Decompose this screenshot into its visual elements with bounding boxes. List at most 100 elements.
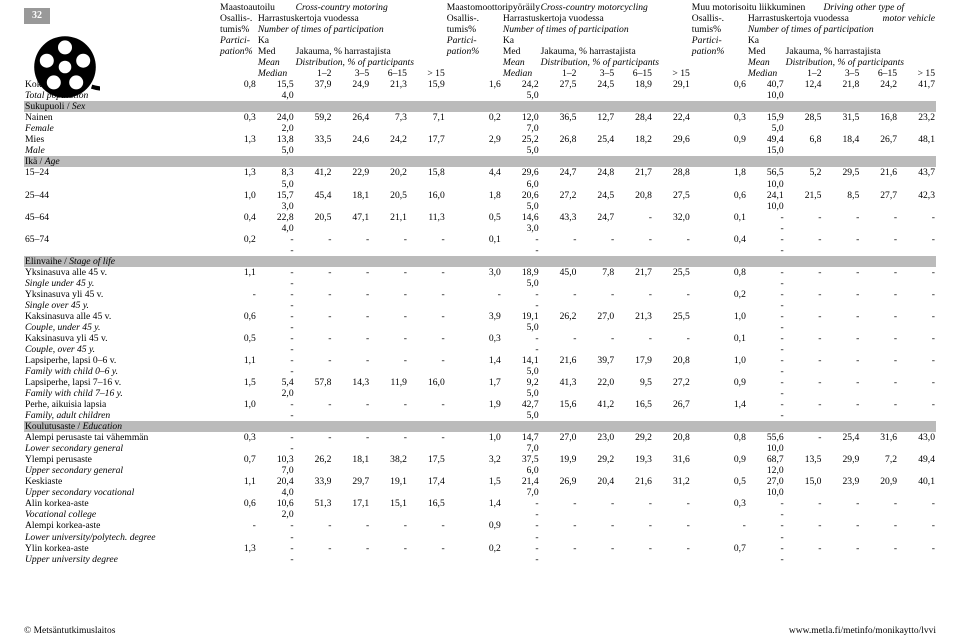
cell — [615, 201, 653, 212]
cell: - — [408, 267, 446, 278]
cell — [577, 201, 615, 212]
cell: 0,6 — [219, 498, 257, 509]
cell — [370, 366, 408, 377]
cell: 1,0 — [219, 399, 257, 410]
cell — [446, 223, 502, 234]
cell: - — [860, 399, 898, 410]
cell — [653, 410, 691, 421]
cell: - — [747, 509, 785, 520]
cell: - — [653, 498, 691, 509]
row-label-fi: Alempi perusaste tai vähemmän — [24, 432, 219, 443]
cell — [860, 179, 898, 190]
cell: - — [822, 212, 860, 223]
cell — [785, 443, 823, 454]
cell — [691, 145, 747, 156]
cell: - — [822, 311, 860, 322]
cell: 29,2 — [577, 454, 615, 465]
cell — [332, 223, 370, 234]
hdr-partici-1: Partici- — [219, 35, 257, 46]
cell: - — [332, 399, 370, 410]
cell: 10,6 — [257, 498, 295, 509]
cell — [653, 322, 691, 333]
cell: 18,2 — [615, 134, 653, 145]
cell: 1,1 — [219, 267, 257, 278]
cell: 0,3 — [219, 432, 257, 443]
cell: 33,9 — [295, 476, 333, 487]
cell: 16,0 — [408, 377, 446, 388]
cell: 14,7 — [502, 432, 540, 443]
cell: - — [295, 267, 333, 278]
cell: 31,6 — [860, 432, 898, 443]
cell: 20,8 — [615, 190, 653, 201]
cell — [691, 366, 747, 377]
cell — [446, 344, 502, 355]
cell — [219, 443, 257, 454]
cell: 7,3 — [370, 112, 408, 123]
footer-right: www.metla.fi/metinfo/monikaytto/lvvi — [789, 626, 936, 637]
cell: 1,7 — [446, 377, 502, 388]
cell: 29,6 — [653, 134, 691, 145]
cell: 41,2 — [577, 399, 615, 410]
cell: 21,3 — [370, 79, 408, 90]
cell: 24,0 — [257, 112, 295, 123]
cell: 21,7 — [615, 167, 653, 178]
cell: 47,1 — [332, 212, 370, 223]
cell — [332, 465, 370, 476]
cell: 0,8 — [691, 267, 747, 278]
cell: 49,4 — [898, 454, 936, 465]
cell — [295, 443, 333, 454]
hdr-harrast-2: Harrastuskertoja vuodessa — [502, 13, 691, 24]
hdr-b615-1: 6–15 — [370, 68, 408, 79]
cell: 40,7 — [747, 79, 785, 90]
cell — [785, 179, 823, 190]
cell — [370, 443, 408, 454]
cell: - — [747, 355, 785, 366]
cell — [822, 145, 860, 156]
cell — [332, 201, 370, 212]
cell: - — [860, 498, 898, 509]
cell: - — [370, 432, 408, 443]
cell: 36,5 — [540, 112, 578, 123]
cell: 5,0 — [502, 201, 540, 212]
hdr-harrast-1: Harrastuskertoja vuodessa — [257, 13, 446, 24]
cell: 15,0 — [747, 145, 785, 156]
cell: 21,5 — [785, 190, 823, 201]
cell — [332, 123, 370, 134]
cell — [408, 322, 446, 333]
cell: 10,0 — [747, 90, 785, 101]
cell: 20,8 — [653, 355, 691, 366]
cell: 0,5 — [219, 333, 257, 344]
hdr-dist-1: Distribution, % of participants — [295, 57, 446, 68]
cell: 17,5 — [408, 454, 446, 465]
row-label-fi: Kaksinasuva yli 45 v. — [24, 333, 219, 344]
sport-3-en: Driving other type of — [823, 2, 904, 13]
cell — [577, 223, 615, 234]
cell: - — [785, 498, 823, 509]
cell: - — [785, 377, 823, 388]
cell — [408, 179, 446, 190]
row-label-en: Single over 45 y. — [24, 300, 219, 311]
cell: - — [370, 234, 408, 245]
cell: - — [577, 543, 615, 554]
cell: - — [332, 543, 370, 554]
hdr-pation-3: pation% — [691, 46, 747, 57]
cell — [615, 554, 653, 565]
cell: - — [502, 234, 540, 245]
cell: 5,0 — [502, 366, 540, 377]
cell — [615, 465, 653, 476]
cell: - — [860, 355, 898, 366]
cell: 15,9 — [408, 79, 446, 90]
film-reel-logo — [30, 32, 100, 102]
cell — [785, 465, 823, 476]
cell — [615, 344, 653, 355]
cell: 23,2 — [898, 112, 936, 123]
cell: 18,9 — [502, 267, 540, 278]
cell: - — [785, 432, 823, 443]
cell: 33,5 — [295, 134, 333, 145]
cell: - — [257, 520, 295, 531]
cell — [219, 223, 257, 234]
cell — [860, 245, 898, 256]
cell — [577, 278, 615, 289]
cell — [295, 465, 333, 476]
cell — [408, 487, 446, 498]
